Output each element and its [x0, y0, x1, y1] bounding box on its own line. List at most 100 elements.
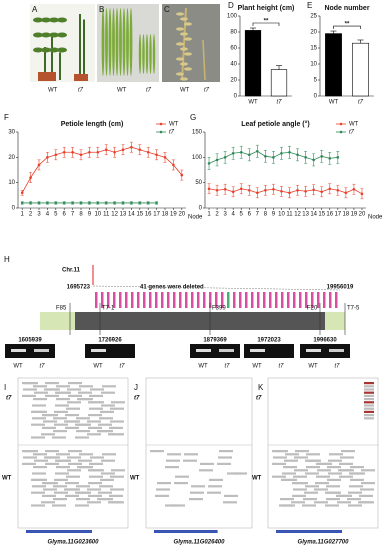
read	[88, 426, 102, 429]
bar	[244, 30, 262, 97]
read	[110, 420, 124, 423]
read	[327, 466, 341, 469]
point	[264, 155, 267, 158]
x-tick-label: WT	[329, 100, 339, 106]
read	[34, 391, 48, 394]
x-tick-label: WT	[248, 100, 258, 106]
right-position: 19956019	[327, 285, 354, 291]
read	[364, 414, 374, 417]
read	[76, 430, 90, 433]
series-line	[21, 146, 183, 193]
gene-id	[185, 292, 188, 308]
read	[31, 491, 45, 494]
read	[315, 482, 329, 485]
read	[294, 469, 308, 472]
pod	[180, 32, 188, 36]
y-tick-label: 80	[230, 30, 237, 36]
read	[99, 417, 113, 420]
gene-id	[191, 292, 194, 308]
x-tick-label: 6	[63, 212, 67, 218]
bar	[270, 69, 288, 97]
gene-id	[101, 292, 104, 308]
gel-lane-label: t7	[278, 364, 284, 370]
point	[62, 201, 66, 205]
gene-id	[155, 292, 158, 308]
x-tick-label: 10	[94, 212, 101, 218]
read	[33, 410, 47, 413]
gene-id	[263, 292, 266, 308]
read	[65, 426, 79, 429]
gel-band	[329, 349, 344, 352]
point	[79, 201, 83, 205]
read	[109, 494, 123, 497]
y-tick-label: 0	[199, 206, 203, 212]
chart-title: Leaf petiole angle (°)	[241, 120, 310, 128]
read	[67, 469, 81, 472]
y-tick-label: 25	[310, 14, 317, 20]
x-tick-label: 1	[21, 212, 25, 218]
read	[223, 501, 237, 504]
read	[349, 485, 363, 488]
x-tick-label: t7	[276, 100, 282, 106]
pod	[180, 77, 188, 81]
read	[347, 498, 361, 501]
point	[37, 163, 41, 167]
point	[336, 188, 340, 192]
y-tick-label: 5	[314, 78, 318, 84]
gene-id	[239, 292, 242, 308]
significance-bracket	[252, 22, 280, 26]
read	[302, 504, 316, 507]
legend-marker	[339, 130, 343, 134]
read	[327, 491, 341, 494]
gel-lane-label: WT	[308, 364, 318, 370]
read	[306, 466, 320, 469]
read	[272, 475, 286, 478]
point	[20, 201, 24, 205]
x-tick-label: 2	[29, 212, 33, 218]
read	[22, 462, 36, 465]
read	[314, 488, 328, 491]
pod	[180, 47, 188, 51]
x-tick-label: 11	[286, 212, 293, 218]
read	[190, 491, 204, 494]
read	[175, 475, 189, 478]
marker-label: F20	[307, 306, 318, 312]
read	[32, 472, 46, 475]
y-tick-label: 10	[8, 180, 15, 186]
x-tick-label: 4	[46, 212, 50, 218]
read	[99, 498, 113, 501]
read	[53, 498, 67, 501]
read	[110, 475, 124, 478]
point	[96, 150, 100, 154]
marker-label: T7-5	[347, 306, 360, 312]
x-tick-label: 8	[264, 212, 268, 218]
gene-id	[329, 292, 332, 308]
point	[79, 153, 83, 157]
read	[364, 382, 374, 385]
read	[54, 478, 68, 481]
y-tick-label: 0	[314, 94, 318, 100]
point	[352, 187, 356, 191]
gene-id	[113, 292, 116, 308]
read	[101, 391, 115, 394]
gel-band	[196, 349, 211, 352]
read	[66, 475, 80, 478]
read	[293, 475, 307, 478]
gene-id	[251, 292, 254, 308]
read	[329, 453, 343, 456]
read	[78, 391, 92, 394]
gene-name: Glyma.11G023600	[48, 540, 100, 546]
read	[305, 472, 319, 475]
leaf	[105, 8, 108, 76]
read	[316, 475, 330, 478]
read	[273, 456, 287, 459]
gel-band	[306, 349, 321, 352]
leaf	[142, 34, 145, 74]
x-tick-label: 13	[302, 212, 309, 218]
point	[239, 150, 243, 154]
read	[46, 388, 60, 391]
read	[111, 401, 125, 404]
read	[209, 478, 223, 481]
point	[223, 187, 227, 191]
